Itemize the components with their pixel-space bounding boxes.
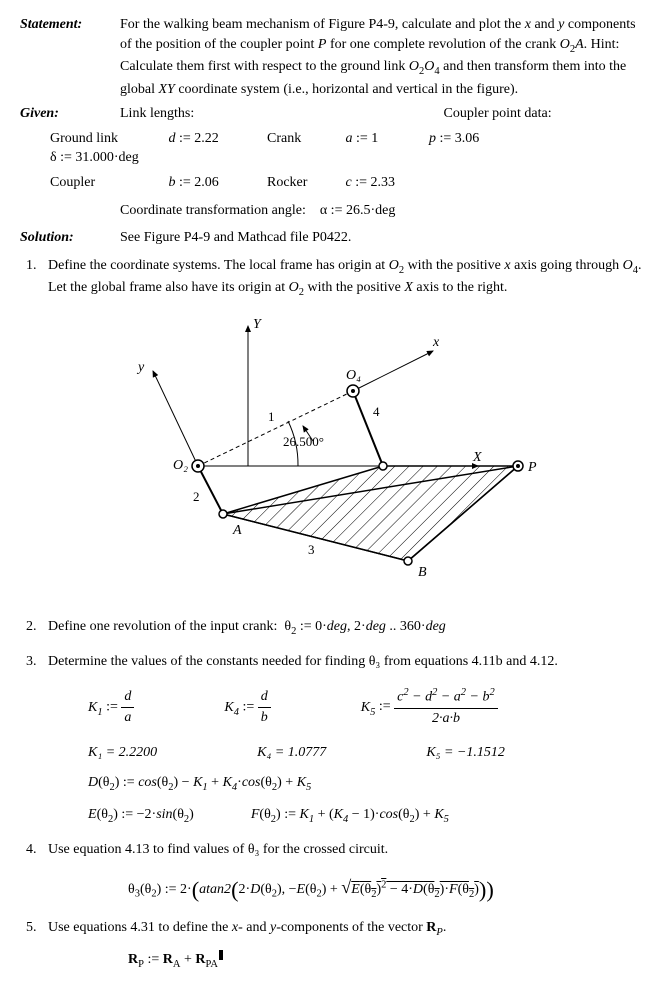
X-label: X <box>472 450 482 465</box>
O2-label: O₂ <box>173 458 188 473</box>
coupler-name: Coupler <box>50 173 130 193</box>
b-val: 2.06 <box>194 175 219 190</box>
ground-link-name: Ground link <box>50 129 130 149</box>
k-definitions: K1 := da K4 := db K5 := c2 − d2 − a2 − b… <box>88 686 645 728</box>
K1-val: K₁ = 2.2200 <box>88 743 157 763</box>
alpha-val: 26.5·deg <box>346 203 395 218</box>
link4-label: 4 <box>373 404 380 419</box>
coupler-point-label: Coupler point data: <box>444 106 552 121</box>
statement-row: Statement: For the walking beam mechanis… <box>20 15 645 99</box>
Rp-eq: RP := RA + RPA <box>128 950 645 972</box>
mechanism-diagram: Y X y x 26.500° <box>78 316 645 603</box>
step-2: Define one revolution of the input crank… <box>40 617 645 639</box>
K4-def: K4 := db <box>224 687 270 727</box>
step2-text: Define one revolution of the input crank… <box>48 619 446 634</box>
transform-row: Coordinate transformation angle: α := 26… <box>120 201 645 221</box>
D-eq: D(θ2) := cos(θ2) − K1 + K4·cos(θ2) + K5 <box>88 773 645 795</box>
K4-val: K₄ = 1.0777 <box>257 743 326 763</box>
d-val: 2.22 <box>194 131 219 146</box>
K5-val: K₅ = −1.1512 <box>426 743 505 763</box>
given-content: Link lengths: Coupler point data: <box>120 104 645 124</box>
K1-def: K1 := da <box>88 687 134 727</box>
angle-label: 26.500° <box>283 434 324 449</box>
step-1: Define the coordinate systems. The local… <box>40 256 645 603</box>
diagram-svg: Y X y x 26.500° <box>78 316 578 596</box>
step-3: Determine the values of the constants ne… <box>40 652 645 828</box>
step1-text: Define the coordinate systems. The local… <box>48 258 641 295</box>
solution-row: Solution: See Figure P4-9 and Mathcad fi… <box>20 228 645 248</box>
step-4: Use equation 4.13 to find values of θ₃ f… <box>40 840 645 906</box>
k-values: K₁ = 2.2200 K₄ = 1.0777 K₅ = −1.1512 <box>88 743 645 763</box>
rocker-name: Rocker <box>267 173 307 193</box>
statement-line1: For the walking beam mechanism of Figure… <box>120 17 636 97</box>
x-label: x <box>432 335 440 350</box>
O4-label: O₄ <box>346 368 361 383</box>
c-val: 2.33 <box>371 175 396 190</box>
K5-def: K5 := c2 − d2 − a2 − b22·a·b <box>361 686 498 728</box>
step3-text: Determine the values of the constants ne… <box>48 654 558 669</box>
link-lengths-label: Link lengths: <box>120 104 440 124</box>
Y-label: Y <box>253 317 263 332</box>
B-label: B <box>418 565 427 580</box>
step5-text: Use equations 4.31 to define the x- and … <box>48 920 446 935</box>
link-row-1: Ground link d := 2.22 Crank a := 1 p := … <box>50 129 645 168</box>
P-label: P <box>527 460 537 475</box>
link1-label: 1 <box>268 409 275 424</box>
link-row-2: Coupler b := 2.06 Rocker c := 2.33 <box>50 173 645 193</box>
solution-text: See Figure P4-9 and Mathcad file P0422. <box>120 228 645 248</box>
given-label: Given: <box>20 104 120 124</box>
solution-label: Solution: <box>20 228 120 248</box>
E-F-eq: E(θ2) := −2·sin(θ2) F(θ2) := K1 + (K4 − … <box>88 805 645 827</box>
a-val: 1 <box>371 131 378 146</box>
theta3-eq: θ3(θ2) := 2·(atan2(2·D(θ2), −E(θ2) + √E(… <box>128 874 645 905</box>
statement-content: For the walking beam mechanism of Figure… <box>120 15 645 99</box>
given-row: Given: Link lengths: Coupler point data: <box>20 104 645 124</box>
A-label: A <box>232 523 242 538</box>
link2-label: 2 <box>193 489 200 504</box>
step4-text: Use equation 4.13 to find values of θ₃ f… <box>48 842 388 857</box>
delta-val: 31.000·deg <box>75 150 138 165</box>
statement-label: Statement: <box>20 15 120 99</box>
p-val: 3.06 <box>455 131 480 146</box>
link3-label: 3 <box>308 542 315 557</box>
y-label: y <box>136 360 145 375</box>
main-list: Define the coordinate systems. The local… <box>20 256 645 973</box>
step-5: Use equations 4.31 to define the x- and … <box>40 918 645 973</box>
transform-label: Coordinate transformation angle: <box>120 203 306 218</box>
crank-name: Crank <box>267 129 307 149</box>
